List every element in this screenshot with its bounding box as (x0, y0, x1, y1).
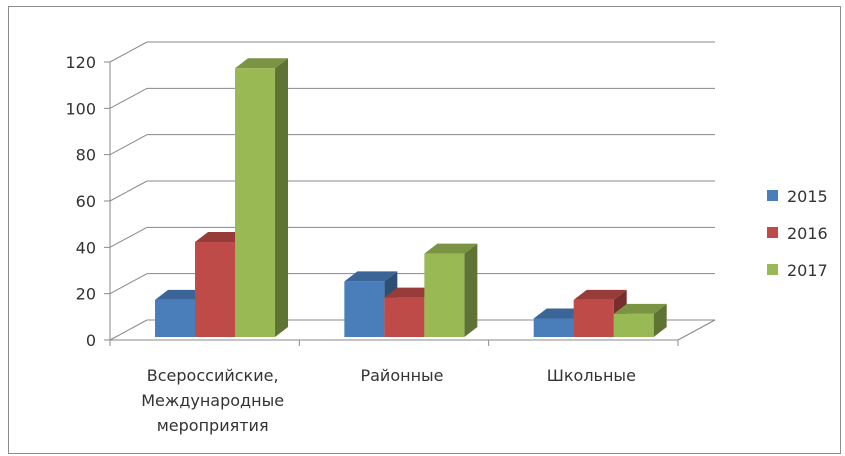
y-tick-label: 120 (65, 53, 96, 72)
bar-2016-0 (195, 242, 236, 337)
category-label: мероприятия (157, 416, 269, 435)
bar-top (613, 303, 667, 314)
gridline-side (109, 226, 148, 248)
legend-swatch-2015 (767, 190, 778, 201)
y-tick-label: 20 (76, 285, 96, 304)
legend-swatch-2016 (767, 227, 778, 238)
bar-top (235, 58, 289, 69)
legend-label: 2015 (787, 187, 828, 206)
gridline-side (109, 87, 148, 109)
bar-side (275, 58, 289, 338)
bar-2017-0 (235, 68, 276, 338)
bar-top (344, 271, 398, 282)
gridline-side (109, 319, 148, 341)
legend-label: 2017 (787, 261, 828, 280)
category-label: Школьные (547, 366, 636, 385)
bar-top (573, 289, 627, 300)
category-label: Районные (360, 366, 443, 385)
gridline-side (109, 134, 148, 156)
bar-2017-2 (613, 313, 654, 337)
gridline-side (109, 180, 148, 202)
floor-edge (677, 319, 716, 341)
gridline-side (109, 273, 148, 295)
legend-swatch-2017 (767, 264, 778, 275)
y-tick-label: 80 (76, 146, 96, 165)
bar-top (155, 289, 209, 300)
bar-2016-1 (384, 297, 425, 337)
y-tick-label: 60 (76, 192, 96, 211)
category-label: Всероссийские, (147, 366, 279, 385)
bar-2015-1 (344, 281, 385, 337)
y-tick-label: 40 (76, 238, 96, 257)
bar-2017-1 (424, 253, 465, 337)
bar-side (653, 303, 667, 337)
gridline-side (109, 41, 148, 63)
bar-top (195, 232, 249, 243)
bar-top (533, 308, 587, 319)
bar-2015-0 (155, 299, 196, 337)
bar-top (384, 287, 438, 298)
y-tick-label: 0 (86, 331, 96, 350)
bar-2016-2 (573, 299, 614, 337)
y-tick-label: 100 (65, 99, 96, 118)
legend-label: 2016 (787, 224, 828, 243)
bar-top (424, 243, 478, 254)
category-label: Международные (141, 391, 284, 410)
chart-frame (8, 6, 841, 454)
bar-side (464, 243, 478, 337)
bar-2015-2 (533, 318, 574, 337)
